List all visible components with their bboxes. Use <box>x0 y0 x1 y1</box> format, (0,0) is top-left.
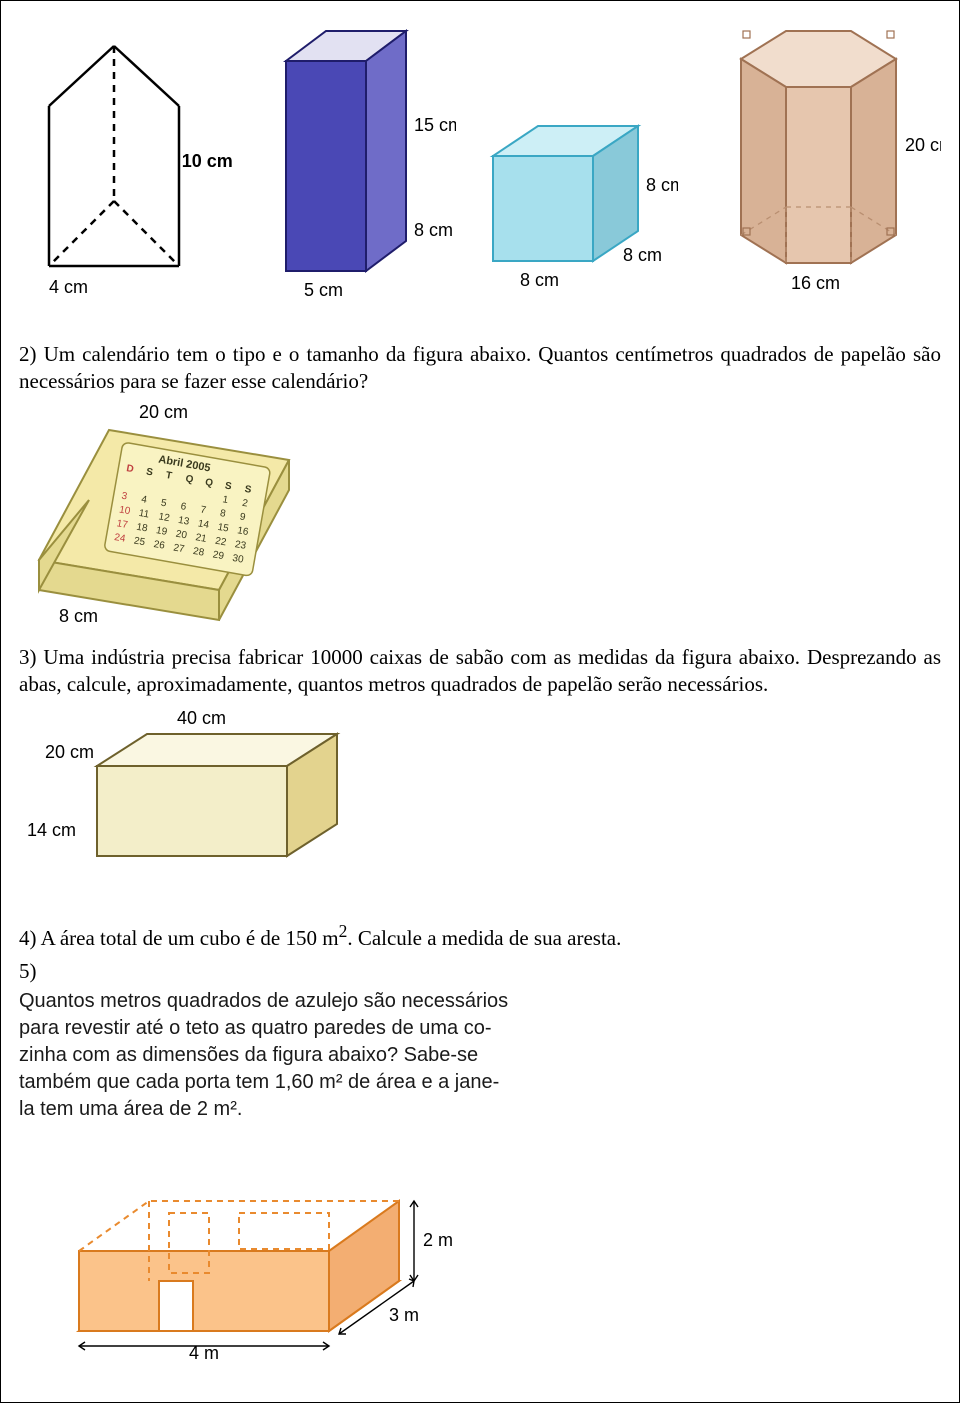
hex-prism-svg: 20 cm 16 cm <box>691 11 941 311</box>
room-figure: 2 m 3 m 4 m <box>39 1131 941 1361</box>
calendar-top-label: 20 cm <box>139 402 188 422</box>
rect-prism-svg: 15 cm 8 cm 5 cm <box>256 11 456 311</box>
hexagonal-prism: 20 cm 16 cm <box>691 11 941 311</box>
box-svg: 40 cm 20 cm 14 cm <box>27 706 367 896</box>
q5-l4: também que cada porta tem 1,60 m² de áre… <box>19 1071 499 1093</box>
triangular-prism: 4 cm <box>19 11 209 311</box>
box-d-label: 20 cm <box>45 742 94 762</box>
cube-edge-r: 8 cm <box>646 175 678 195</box>
shapes-row: 4 cm 10 cm 15 cm 8 cm 5 cm <box>19 11 941 311</box>
box-w-label: 40 cm <box>177 708 226 728</box>
rect-prism-depth-label: 8 cm <box>414 220 453 240</box>
calendar-base-label: 8 cm <box>59 606 98 626</box>
hex-prism-height-label: 20 cm <box>905 135 941 155</box>
q5-num: 5) <box>19 958 941 985</box>
worksheet-page: 4 cm 10 cm 15 cm 8 cm 5 cm <box>0 0 960 1403</box>
q2-text: 2) Um calendário tem o tipo e o tamanho … <box>19 341 941 396</box>
q4-text: 4) A área total de um cubo é de 150 m2. … <box>19 920 941 952</box>
q5-text: Quantos metros quadrados de azulejo são … <box>19 988 579 1123</box>
calendar-figure: 20 cm Abril 2005 DSTQQSS 123456789101112… <box>19 400 941 630</box>
cube-edge-b: 8 cm <box>520 270 559 290</box>
q4-post: . Calcule a medida de sua aresta. <box>347 926 621 950</box>
box-h-label: 14 cm <box>27 820 76 840</box>
cube: 8 cm 8 cm 8 cm <box>468 101 678 311</box>
room-h-label: 2 m <box>423 1230 453 1250</box>
q5-l5: la tem uma área de 2 m². <box>19 1098 242 1120</box>
room-svg: 2 m 3 m 4 m <box>39 1131 459 1361</box>
room-d-label: 3 m <box>389 1305 419 1325</box>
q5-l1: Quantos metros quadrados de azulejo são … <box>19 990 508 1012</box>
cube-svg: 8 cm 8 cm 8 cm <box>468 101 678 311</box>
hex-prism-base-label: 16 cm <box>791 273 840 293</box>
q5-l2: para revestir até o teto as quatro pared… <box>19 1017 492 1039</box>
rectangular-prism: 15 cm 8 cm 5 cm <box>256 11 456 311</box>
calendar-svg: 20 cm Abril 2005 DSTQQSS 123456789101112… <box>19 400 319 630</box>
rect-prism-height-label: 15 cm <box>414 115 456 135</box>
cube-edge-d: 8 cm <box>623 245 662 265</box>
q4-pre: 4) A área total de um cubo é de 150 m <box>19 926 339 950</box>
q5-l3: zinha com as dimensões da figura abaixo?… <box>19 1044 478 1066</box>
q3-text: 3) Uma indústria precisa fabricar 10000 … <box>19 644 941 699</box>
rect-prism-width-label: 5 cm <box>304 280 343 300</box>
tri-prism-base-label: 4 cm <box>49 277 88 297</box>
triangular-prism-svg: 4 cm <box>19 11 209 311</box>
room-w-label: 4 m <box>189 1343 219 1361</box>
box-figure: 40 cm 20 cm 14 cm <box>27 706 941 896</box>
